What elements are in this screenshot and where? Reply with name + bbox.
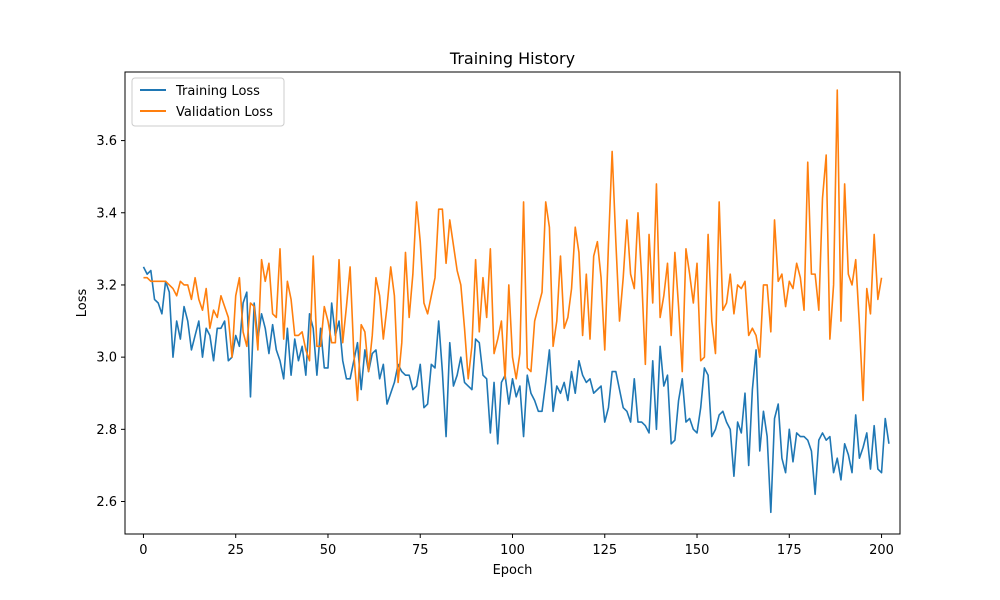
x-tick-label: 100 — [500, 543, 525, 558]
y-tick-label: 3.0 — [96, 351, 117, 366]
y-tick-label: 3.6 — [96, 134, 117, 149]
x-tick-label: 75 — [412, 543, 429, 558]
legend: Training Loss Validation Loss — [131, 77, 285, 127]
series-line-validation-loss — [143, 89, 883, 402]
legend-label-validation-loss: Validation Loss — [176, 105, 273, 120]
x-tick-label: 200 — [869, 543, 894, 558]
y-axis: 2.6 2.8 3.0 3.2 3.4 3.6 — [96, 134, 125, 510]
series-line-training-loss — [142, 266, 890, 514]
legend-box — [131, 77, 285, 127]
x-axis: 0 25 50 75 100 125 150 175 200 — [139, 534, 894, 558]
y-tick-label: 3.2 — [96, 278, 117, 293]
series-layer — [142, 89, 890, 514]
x-axis-label: Epoch — [493, 563, 533, 578]
x-tick-label: 0 — [139, 543, 147, 558]
x-tick-label: 150 — [685, 543, 710, 558]
x-tick-label: 125 — [592, 543, 617, 558]
legend-label-training-loss: Training Loss — [175, 84, 260, 99]
y-tick-label: 2.6 — [96, 495, 117, 510]
y-axis-label: Loss — [75, 289, 90, 318]
x-tick-label: 50 — [320, 543, 337, 558]
y-tick-label: 3.4 — [96, 206, 117, 221]
y-tick-label: 2.8 — [96, 423, 117, 438]
x-tick-label: 25 — [227, 543, 244, 558]
chart-title: Training History — [449, 49, 575, 68]
x-tick-label: 175 — [777, 543, 802, 558]
